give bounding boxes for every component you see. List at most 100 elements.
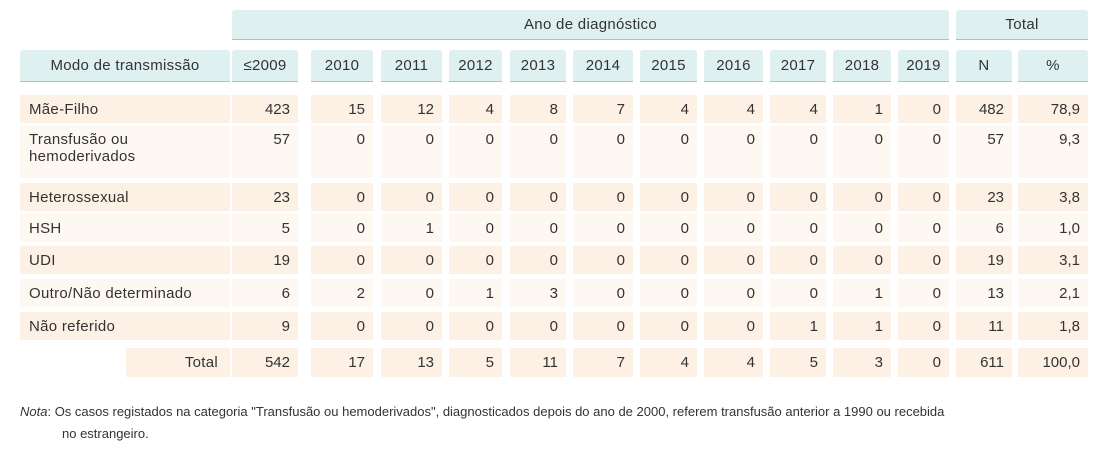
header-total-group: Total [956, 10, 1088, 40]
row-cell: 23 [232, 183, 298, 211]
row-cell: 0 [311, 246, 373, 274]
total-row-cell: 17 [311, 348, 373, 377]
row-cell: 0 [640, 126, 697, 178]
header-year-7: 2016 [704, 50, 763, 82]
row-cell: 0 [704, 214, 763, 242]
header-total-col-0: N [956, 50, 1012, 82]
row-cell: 1 [833, 95, 891, 123]
row-cell: 0 [640, 246, 697, 274]
row-cell: 0 [381, 279, 442, 307]
note-text: : Os casos registados na categoria "Tran… [47, 404, 945, 419]
total-row-cell: 5 [449, 348, 502, 377]
row-cell: 0 [381, 183, 442, 211]
row-cell: 0 [573, 246, 633, 274]
row-label: Não referido [20, 312, 230, 340]
header-year-5: 2014 [573, 50, 633, 82]
row-cell: 0 [381, 126, 442, 178]
row-cell: 3 [510, 279, 566, 307]
total-row-pct: 100,0 [1018, 348, 1088, 377]
row-cell: 1 [833, 312, 891, 340]
row-cell: 0 [833, 214, 891, 242]
row-total-pct: 2,1 [1018, 279, 1088, 307]
row-cell: 8 [510, 95, 566, 123]
total-row-cell: 0 [898, 348, 949, 377]
row-cell: 0 [898, 214, 949, 242]
row-cell: 0 [311, 183, 373, 211]
row-cell: 0 [311, 312, 373, 340]
row-cell: 19 [232, 246, 298, 274]
header-year-0: ≤2009 [232, 50, 298, 82]
row-cell: 0 [704, 246, 763, 274]
header-year-8: 2017 [770, 50, 826, 82]
header-year-6: 2015 [640, 50, 697, 82]
row-total-pct: 9,3 [1018, 126, 1088, 178]
row-cell: 0 [898, 95, 949, 123]
note-line-1: Nota: Os casos registados na categoria "… [20, 401, 1110, 423]
row-cell: 0 [510, 214, 566, 242]
row-cell: 0 [573, 126, 633, 178]
row-cell: 0 [573, 279, 633, 307]
row-cell: 423 [232, 95, 298, 123]
row-cell: 0 [573, 312, 633, 340]
note-line-2: no estrangeiro. [62, 426, 149, 441]
row-cell: 0 [510, 312, 566, 340]
row-total-pct: 1,0 [1018, 214, 1088, 242]
header-year-group: Ano de diagnóstico [232, 10, 949, 40]
row-label: HSH [20, 214, 230, 242]
row-total-pct: 78,9 [1018, 95, 1088, 123]
row-cell: 0 [640, 279, 697, 307]
row-cell: 0 [640, 312, 697, 340]
row-cell: 0 [833, 183, 891, 211]
table-note: Nota: Os casos registados na categoria "… [20, 401, 1110, 445]
total-row-cell: 542 [232, 348, 298, 377]
row-cell: 0 [510, 246, 566, 274]
row-total-pct: 3,8 [1018, 183, 1088, 211]
row-cell: 0 [510, 126, 566, 178]
header-row-label: Modo de transmissão [20, 50, 230, 82]
row-total-n: 23 [956, 183, 1012, 211]
row-total-n: 6 [956, 214, 1012, 242]
row-cell: 0 [833, 126, 891, 178]
row-cell: 5 [232, 214, 298, 242]
row-cell: 0 [898, 183, 949, 211]
row-cell: 7 [573, 95, 633, 123]
row-cell: 0 [381, 312, 442, 340]
row-label: Mãe-Filho [20, 95, 230, 123]
row-label: Heterossexual [20, 183, 230, 211]
total-row-cell: 7 [573, 348, 633, 377]
row-cell: 4 [704, 95, 763, 123]
row-cell: 0 [449, 246, 502, 274]
total-row-cell: 5 [770, 348, 826, 377]
row-cell: 0 [704, 279, 763, 307]
row-cell: 0 [770, 126, 826, 178]
row-cell: 0 [573, 183, 633, 211]
header-year-2: 2011 [381, 50, 442, 82]
row-cell: 0 [704, 126, 763, 178]
row-total-n: 13 [956, 279, 1012, 307]
row-label: Transfusão ou hemoderivados [20, 126, 230, 178]
row-total-n: 57 [956, 126, 1012, 178]
total-row-cell: 4 [640, 348, 697, 377]
row-cell: 0 [381, 246, 442, 274]
header-year-3: 2012 [449, 50, 502, 82]
total-row-n: 611 [956, 348, 1012, 377]
row-cell: 1 [770, 312, 826, 340]
row-cell: 4 [770, 95, 826, 123]
row-cell: 9 [232, 312, 298, 340]
row-cell: 2 [311, 279, 373, 307]
total-row-cell: 4 [704, 348, 763, 377]
row-cell: 0 [704, 183, 763, 211]
total-row-cell: 13 [381, 348, 442, 377]
row-total-pct: 1,8 [1018, 312, 1088, 340]
row-cell: 4 [449, 95, 502, 123]
row-cell: 0 [311, 214, 373, 242]
total-row-cell: 11 [510, 348, 566, 377]
row-cell: 4 [640, 95, 697, 123]
total-row-cell: 3 [833, 348, 891, 377]
row-cell: 0 [833, 246, 891, 274]
row-cell: 0 [449, 126, 502, 178]
row-cell: 0 [770, 214, 826, 242]
row-cell: 0 [898, 246, 949, 274]
header-year-4: 2013 [510, 50, 566, 82]
row-cell: 0 [770, 279, 826, 307]
